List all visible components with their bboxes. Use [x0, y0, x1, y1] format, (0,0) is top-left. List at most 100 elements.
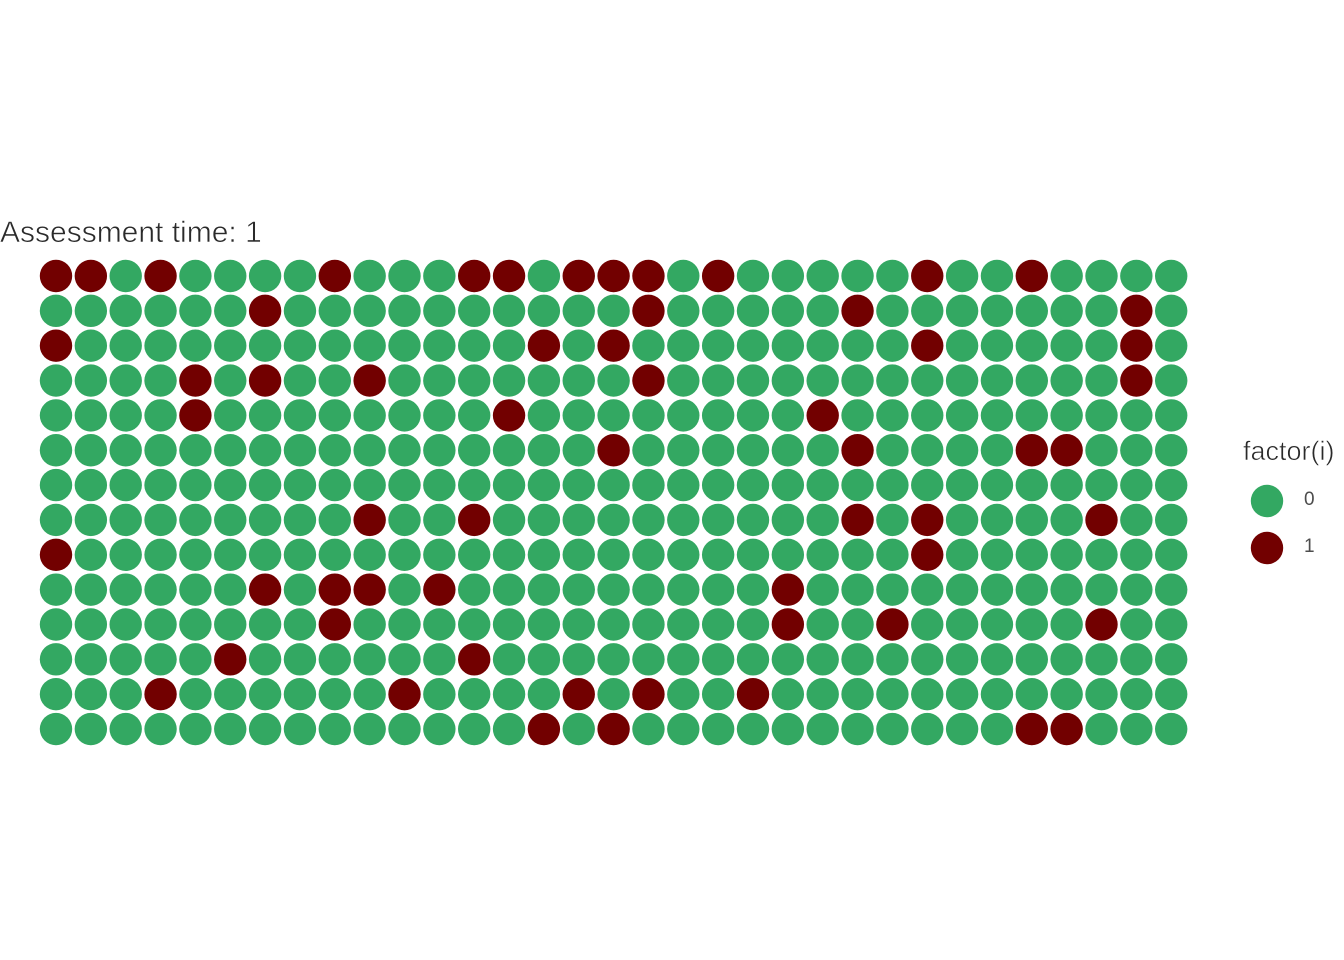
waffle-dot-value-0: [597, 468, 630, 502]
waffle-dot-value-0: [318, 503, 351, 537]
waffle-dot-value-0: [1155, 538, 1188, 571]
waffle-dot-value-1: [1120, 329, 1153, 362]
waffle-dot-value-0: [736, 329, 770, 362]
waffle-dot-value-0: [632, 434, 665, 467]
waffle-dot-value-0: [492, 503, 526, 537]
waffle-dot-value-0: [562, 538, 595, 571]
waffle-dot-value-0: [701, 712, 735, 746]
waffle-dot-value-0: [911, 468, 944, 502]
waffle-dot-value-0: [1120, 538, 1153, 571]
waffle-dot-value-0: [701, 434, 735, 467]
waffle-dot-value-0: [1085, 712, 1118, 746]
waffle-dot-value-0: [876, 364, 909, 397]
waffle-dot-value-0: [214, 503, 247, 537]
waffle-dot-value-0: [248, 399, 282, 432]
waffle-dot-value-0: [1155, 643, 1188, 676]
waffle-dot-value-0: [632, 503, 665, 537]
waffle-dot-value-0: [841, 364, 874, 397]
waffle-dot-value-0: [248, 468, 282, 502]
waffle-dot-value-0: [527, 573, 561, 606]
waffle-dot-value-0: [74, 399, 108, 432]
waffle-dot-value-0: [283, 259, 317, 293]
waffle-dot-value-0: [144, 608, 177, 641]
waffle-dot-value-0: [841, 259, 874, 293]
waffle-dot-value-0: [736, 573, 770, 606]
waffle-dot-value-0: [736, 399, 770, 432]
waffle-dot-value-0: [458, 434, 491, 467]
waffle-dot-value-0: [248, 434, 282, 467]
waffle-dot-value-0: [39, 573, 73, 606]
waffle-dot-value-0: [458, 364, 491, 397]
waffle-dot-value-0: [1050, 259, 1083, 293]
waffle-dot-value-0: [1120, 643, 1153, 676]
waffle-dot-value-0: [109, 538, 142, 571]
waffle-dot-value-0: [458, 468, 491, 502]
waffle-dot-value-0: [248, 329, 282, 362]
waffle-dot-value-0: [736, 294, 770, 328]
legend-label-0: 0: [1304, 489, 1315, 510]
waffle-dot-value-0: [841, 678, 874, 711]
waffle-dot-value-0: [109, 468, 142, 502]
waffle-dot-value-0: [179, 712, 212, 746]
waffle-dot-value-0: [1085, 538, 1118, 571]
waffle-dot-value-0: [283, 538, 317, 571]
waffle-dot-value-0: [736, 434, 770, 467]
waffle-dot-value-0: [632, 399, 665, 432]
waffle-dot-value-0: [841, 399, 874, 432]
waffle-dot-value-0: [144, 294, 177, 328]
waffle-dot-value-1: [353, 364, 386, 397]
waffle-dot-value-0: [911, 294, 944, 328]
waffle-dot-value-0: [388, 503, 421, 537]
waffle-dot-value-0: [74, 608, 108, 641]
waffle-dot-value-0: [492, 538, 526, 571]
chart-title: Assessment time: 1: [0, 216, 262, 250]
waffle-dot-value-0: [388, 538, 421, 571]
waffle-dot-value-0: [1015, 503, 1048, 537]
waffle-dot-value-0: [736, 364, 770, 397]
waffle-dot-value-0: [283, 643, 317, 676]
waffle-dot-value-0: [214, 259, 247, 293]
waffle-dot-value-0: [667, 538, 700, 571]
waffle-dot-value-0: [945, 573, 979, 606]
waffle-dot-value-0: [527, 608, 561, 641]
waffle-dot-value-0: [562, 364, 595, 397]
waffle-dot-value-0: [597, 608, 630, 641]
waffle-dot-value-0: [736, 712, 770, 746]
waffle-dot-value-1: [806, 399, 839, 432]
waffle-dot-value-0: [806, 294, 839, 328]
waffle-dot-value-0: [1120, 434, 1153, 467]
waffle-dot-value-0: [492, 294, 526, 328]
waffle-dot-value-1: [911, 503, 944, 537]
waffle-dot-value-0: [527, 503, 561, 537]
waffle-dot-value-0: [945, 608, 979, 641]
waffle-dot-value-0: [1085, 294, 1118, 328]
waffle-dot-value-0: [283, 678, 317, 711]
waffle-dot-value-0: [144, 364, 177, 397]
waffle-dot-value-0: [423, 434, 456, 467]
waffle-dot-value-0: [771, 364, 805, 397]
waffle-dot-value-0: [283, 399, 317, 432]
waffle-dot-value-0: [1085, 259, 1118, 293]
waffle-dot-value-0: [248, 608, 282, 641]
waffle-dot-value-0: [318, 399, 351, 432]
waffle-dot-value-0: [597, 503, 630, 537]
waffle-dot-value-0: [179, 329, 212, 362]
waffle-dot-value-1: [597, 329, 630, 362]
waffle-dot-value-0: [318, 434, 351, 467]
waffle-dot-value-0: [667, 468, 700, 502]
waffle-dot-value-1: [1120, 294, 1153, 328]
waffle-dot-value-0: [980, 468, 1014, 502]
waffle-dot-value-1: [841, 294, 874, 328]
waffle-dot-value-0: [1015, 643, 1048, 676]
waffle-dot-value-0: [876, 538, 909, 571]
waffle-dot-value-0: [179, 643, 212, 676]
waffle-dot-value-0: [1050, 294, 1083, 328]
waffle-dot-value-1: [632, 294, 665, 328]
waffle-dot-value-0: [388, 573, 421, 606]
waffle-dot-value-0: [945, 294, 979, 328]
waffle-dot-value-0: [458, 538, 491, 571]
waffle-dot-value-0: [1050, 538, 1083, 571]
waffle-dot-value-0: [980, 503, 1014, 537]
waffle-dot-value-0: [39, 643, 73, 676]
waffle-dot-value-0: [701, 468, 735, 502]
